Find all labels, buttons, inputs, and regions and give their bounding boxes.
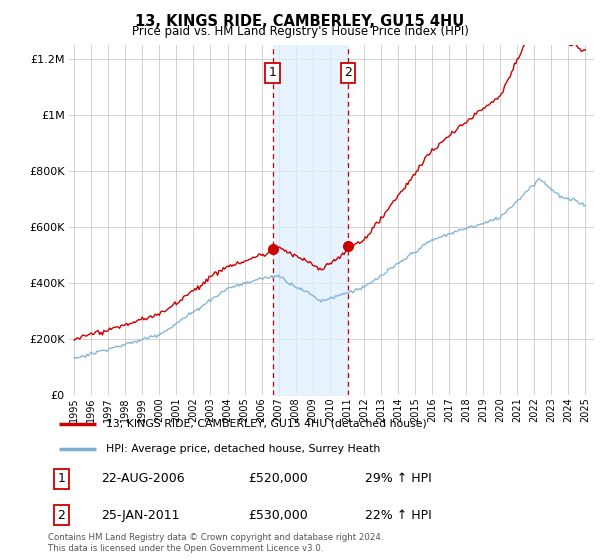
Text: Contains HM Land Registry data © Crown copyright and database right 2024.
This d: Contains HM Land Registry data © Crown c… — [48, 533, 383, 553]
Text: £520,000: £520,000 — [248, 473, 308, 486]
Text: 2: 2 — [57, 508, 65, 521]
Text: 2: 2 — [344, 66, 352, 80]
Text: 22-AUG-2006: 22-AUG-2006 — [101, 473, 184, 486]
Text: 1: 1 — [269, 66, 277, 80]
Text: £530,000: £530,000 — [248, 508, 308, 521]
Text: Price paid vs. HM Land Registry's House Price Index (HPI): Price paid vs. HM Land Registry's House … — [131, 25, 469, 38]
Text: 22% ↑ HPI: 22% ↑ HPI — [365, 508, 431, 521]
Text: 13, KINGS RIDE, CAMBERLEY, GU15 4HU: 13, KINGS RIDE, CAMBERLEY, GU15 4HU — [136, 14, 464, 29]
Text: 29% ↑ HPI: 29% ↑ HPI — [365, 473, 431, 486]
Text: 25-JAN-2011: 25-JAN-2011 — [101, 508, 179, 521]
Text: 1: 1 — [57, 473, 65, 486]
Text: HPI: Average price, detached house, Surrey Heath: HPI: Average price, detached house, Surr… — [106, 444, 380, 454]
Text: 13, KINGS RIDE, CAMBERLEY, GU15 4HU (detached house): 13, KINGS RIDE, CAMBERLEY, GU15 4HU (det… — [106, 419, 427, 429]
